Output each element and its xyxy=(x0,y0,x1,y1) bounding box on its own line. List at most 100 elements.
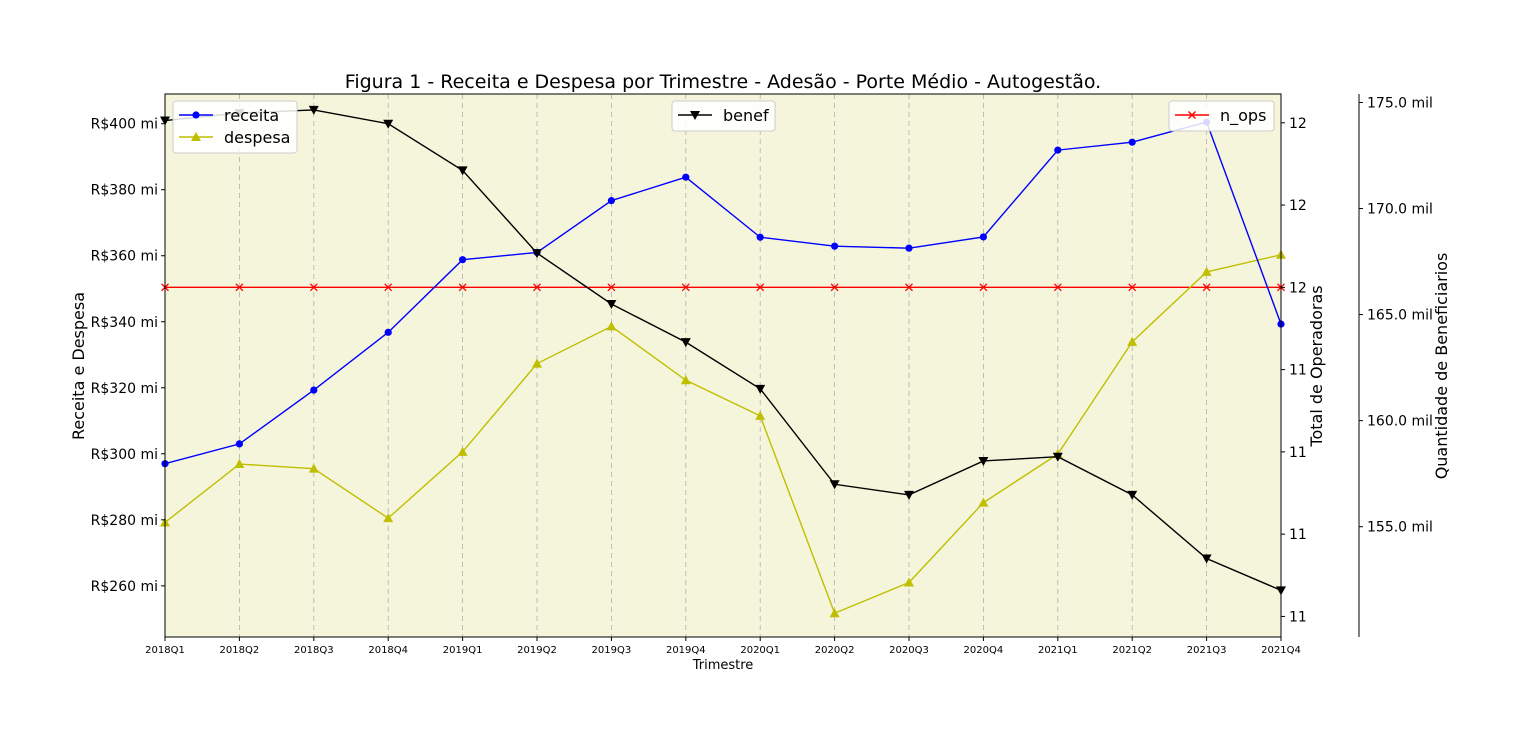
point-n_ops-1 xyxy=(235,283,244,292)
point-n_ops-8-stroke-b xyxy=(756,283,765,292)
series-benef xyxy=(160,105,1286,596)
x-tick-label: 2018Q1 xyxy=(145,645,185,656)
point-benef-14 xyxy=(1201,554,1212,564)
point-benef-11 xyxy=(978,456,989,466)
point-benef-5 xyxy=(532,249,542,259)
series-n_ops xyxy=(161,283,1285,292)
ops-tick-label: 12 xyxy=(1289,280,1307,296)
series-line-receita xyxy=(164,121,1282,465)
x-tick-label: 2021Q1 xyxy=(1038,645,1078,656)
point-n_ops-11-stroke-b xyxy=(979,283,988,292)
point-receita-1 xyxy=(235,440,243,448)
ops-tick-label: 12 xyxy=(1289,116,1307,132)
left-tick-label: R$260 mi xyxy=(91,579,158,595)
ops-axis-title: Total de Operadoras xyxy=(1307,285,1326,447)
left-axis-title: Receita e Despesa xyxy=(69,292,88,440)
point-n_ops-12-stroke-b xyxy=(1053,283,1062,292)
legend-receita-despesa: receita despesa xyxy=(172,100,298,154)
x-tick-label: 2018Q3 xyxy=(294,645,334,656)
point-n_ops-9-stroke-b xyxy=(830,283,839,292)
ops-tick-label: 11 xyxy=(1289,609,1307,625)
grid-lines xyxy=(238,94,1207,637)
point-despesa-11 xyxy=(978,497,989,507)
point-despesa-9 xyxy=(829,608,840,618)
point-n_ops-3 xyxy=(384,283,393,292)
point-receita-12 xyxy=(1054,146,1062,154)
x-tick-label: 2020Q1 xyxy=(740,645,780,656)
ops-axis: 11 11 11 11 12 12 12 xyxy=(1281,116,1307,625)
point-benef-7 xyxy=(680,338,691,348)
left-tick-label: R$300 mi xyxy=(91,447,158,463)
point-benef-8 xyxy=(755,384,766,394)
point-receita-8 xyxy=(756,233,764,241)
x-axis: 2018Q1 2018Q2 2018Q3 2018Q4 2019Q1 2019Q2 2019… xyxy=(145,637,1301,656)
ops-tick-label: 11 xyxy=(1289,527,1307,543)
point-benef-3 xyxy=(383,119,394,129)
point-n_ops-14 xyxy=(1202,283,1211,292)
point-receita-4 xyxy=(459,256,467,264)
point-n_ops-10-stroke-b xyxy=(905,283,913,292)
point-despesa-6 xyxy=(606,321,617,331)
legend-box xyxy=(671,100,776,132)
x-tick-label: 2019Q2 xyxy=(517,645,557,656)
left-tick-label: R$380 mi xyxy=(91,183,158,199)
point-benef-12 xyxy=(1052,452,1063,462)
benef-tick-label: 160.0 mil xyxy=(1367,414,1433,430)
series-despesa xyxy=(160,249,1286,618)
point-n_ops-3-stroke-b xyxy=(384,283,393,292)
point-despesa-3 xyxy=(383,513,394,523)
left-tick-label: R$320 mi xyxy=(91,381,158,397)
point-despesa-13 xyxy=(1127,336,1138,346)
legend-label-despesa: despesa xyxy=(224,128,290,147)
ops-tick-label: 11 xyxy=(1289,363,1307,379)
benef-axis-title: Quantidade de Beneficiarios xyxy=(1432,253,1451,480)
x-tick-label: 2020Q4 xyxy=(964,645,1004,656)
point-n_ops-10 xyxy=(905,283,913,292)
x-axis-title: Trimestre xyxy=(692,658,754,673)
point-n_ops-12 xyxy=(1053,283,1062,292)
point-benef-9 xyxy=(829,480,840,490)
point-receita-7 xyxy=(682,173,690,181)
legend-marker-despesa xyxy=(191,132,201,141)
point-n_ops-2-stroke-b xyxy=(309,283,318,292)
legends: receita despesa benef n_ops xyxy=(172,100,1275,154)
point-despesa-5 xyxy=(532,358,542,368)
point-despesa-7 xyxy=(680,375,691,385)
point-n_ops-6-stroke-b xyxy=(607,283,616,292)
x-tick-label: 2018Q2 xyxy=(220,645,260,656)
x-tick-label: 2021Q3 xyxy=(1187,645,1227,656)
point-benef-13 xyxy=(1127,490,1138,500)
left-tick-label: R$340 mi xyxy=(91,315,158,331)
point-n_ops-4-stroke-b xyxy=(458,283,467,292)
point-n_ops-1-stroke-b xyxy=(235,283,244,292)
point-despesa-10 xyxy=(904,577,914,587)
ops-tick-label: 11 xyxy=(1289,445,1307,461)
series-line-despesa xyxy=(164,254,1282,615)
left-tick-label: R$400 mi xyxy=(91,117,158,133)
legend-label-n_ops: n_ops xyxy=(1220,106,1266,126)
point-n_ops-2 xyxy=(309,283,318,292)
point-receita-6 xyxy=(607,197,616,205)
x-tick-label: 2019Q1 xyxy=(443,645,483,656)
legend-n_ops: n_ops xyxy=(1168,100,1275,132)
point-receita-10 xyxy=(905,244,913,252)
x-tick-label: 2019Q4 xyxy=(666,645,706,656)
left-tick-label: R$360 mi xyxy=(91,249,158,265)
point-benef-10 xyxy=(904,490,914,500)
point-despesa-4 xyxy=(457,446,468,456)
point-despesa-8 xyxy=(755,410,766,420)
x-tick-label: 2018Q4 xyxy=(368,645,408,656)
point-n_ops-11 xyxy=(979,283,988,292)
ops-tick-label: 12 xyxy=(1289,198,1307,214)
point-receita-3 xyxy=(384,328,392,336)
benef-tick-label: 165.0 mil xyxy=(1367,308,1433,324)
point-n_ops-6 xyxy=(607,283,616,292)
point-n_ops-4 xyxy=(458,283,467,292)
benef-axis: 155.0 mil 160.0 mil 165.0 mil 170.0 mil 175.… xyxy=(1358,94,1433,637)
point-n_ops-14-stroke-b xyxy=(1202,283,1211,292)
point-receita-2 xyxy=(310,386,318,394)
x-tick-label: 2021Q4 xyxy=(1261,645,1301,656)
point-benef-2 xyxy=(308,105,319,115)
chart-title: Figura 1 - Receita e Despesa por Trimest… xyxy=(345,71,1101,93)
